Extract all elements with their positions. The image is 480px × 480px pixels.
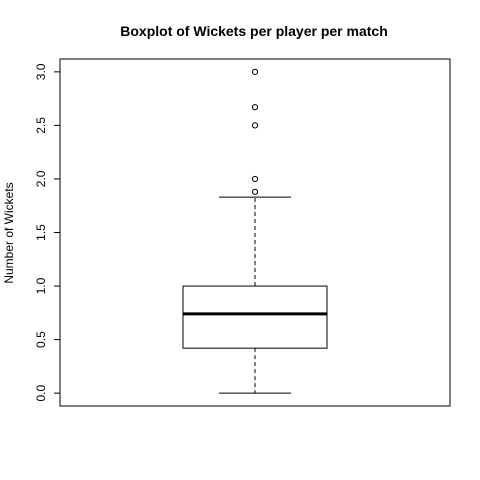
outlier-point bbox=[251, 122, 259, 129]
y-axis-label: Number of Wickets bbox=[2, 182, 16, 283]
y-tick-label: 2.5 bbox=[34, 117, 48, 134]
outlier-point bbox=[251, 104, 259, 111]
outlier-point bbox=[251, 188, 259, 195]
plot-frame bbox=[59, 58, 451, 407]
outlier-point bbox=[251, 68, 259, 75]
outlier-points bbox=[251, 68, 259, 195]
y-tick-label: 1.0 bbox=[34, 277, 48, 294]
y-tick-label: 2.0 bbox=[34, 170, 48, 187]
y-tick-label: 0.0 bbox=[34, 384, 48, 401]
iqr-box bbox=[182, 285, 328, 349]
y-axis: 0.0 0.5 1.0 1.5 2.0 2.5 3.0 bbox=[34, 63, 61, 401]
box-group bbox=[182, 196, 328, 394]
y-tick-label: 0.5 bbox=[34, 331, 48, 348]
outlier-point bbox=[251, 175, 259, 183]
chart-title: Boxplot of Wickets per player per match bbox=[120, 23, 388, 39]
y-tick-label: 1.5 bbox=[34, 224, 48, 241]
y-tick-label: 3.0 bbox=[34, 63, 48, 80]
